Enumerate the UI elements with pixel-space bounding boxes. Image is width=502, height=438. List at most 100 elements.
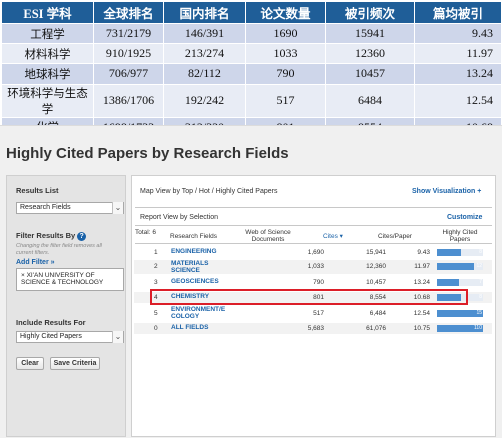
row-index: 3 xyxy=(154,279,158,286)
esi-cell: 6484 xyxy=(325,83,415,118)
esi-cell: 12.54 xyxy=(414,83,502,118)
cites: 8,554 xyxy=(369,294,386,301)
research-field-link[interactable]: CHEMISTRY xyxy=(171,293,210,300)
add-filter-link[interactable]: Add Filter » xyxy=(16,259,55,266)
clear-button[interactable]: Clear xyxy=(16,357,44,370)
research-field-link[interactable]: ALL FIELDS xyxy=(171,324,209,331)
col-header-research-fields[interactable]: Research Fields xyxy=(170,233,217,240)
esi-cell: 工程学 xyxy=(1,22,94,45)
cites-per-paper: 11.97 xyxy=(414,263,430,270)
cites: 6,484 xyxy=(369,310,386,317)
hcp-bar-track xyxy=(437,279,483,286)
esi-cell: 192/242 xyxy=(163,83,246,118)
total-count: Total: 6 xyxy=(135,229,156,236)
esi-cell: 146/391 xyxy=(163,22,246,45)
hcp-value: 12 xyxy=(476,263,482,269)
table-row: 1 ENGINEERING 1,690 15,941 9.43 8 xyxy=(134,247,492,258)
hcp-bar[interactable] xyxy=(437,294,461,301)
active-filter-box: × XI'AN UNIVERSITY OF SCIENCE & TECHNOLO… xyxy=(16,268,124,291)
row-index: 5 xyxy=(154,310,158,317)
esi-cell: 环境科学与生态学 xyxy=(1,83,94,118)
table-row: 4 CHEMISTRY 801 8,554 10.68 8 xyxy=(134,292,492,303)
active-filter-chip[interactable]: × XI'AN UNIVERSITY OF SCIENCE & TECHNOLO… xyxy=(21,272,104,286)
esi-cell: 15941 xyxy=(325,22,415,45)
research-field-link[interactable]: ENVIRONMENT/E COLOGY xyxy=(171,306,226,320)
cites: 10,457 xyxy=(366,279,386,286)
cites: 61,076 xyxy=(366,325,386,332)
esi-cell: 9.43 xyxy=(414,22,502,45)
table-row: 材料科学 910/1925 213/274 1033 12360 11.97 xyxy=(1,43,502,65)
esi-header-subject: ESI 学科 xyxy=(1,1,94,24)
wos-documents: 517 xyxy=(313,310,324,317)
results-list-select[interactable]: Research Fields ⌄ xyxy=(16,202,124,214)
results-list-label: Results List xyxy=(16,186,59,195)
esi-header-row: ESI 学科 全球排名 国内排名 论文数量 被引频次 篇均被引 xyxy=(1,1,502,24)
divider xyxy=(135,225,492,226)
filter-results-text: Filter Results By xyxy=(16,231,76,240)
wos-documents: 790 xyxy=(313,279,324,286)
research-field-link[interactable]: MATERIALS SCIENCE xyxy=(171,260,209,274)
esi-cell: 1690 xyxy=(245,22,326,45)
col-header-wos-documents[interactable]: Web of Science Documents xyxy=(245,229,291,243)
esi-cell: 1033 xyxy=(245,43,326,65)
results-list-value: Research Fields xyxy=(20,204,71,211)
include-results-select[interactable]: Highly Cited Papers ⌄ xyxy=(16,331,124,343)
esi-cell: 材料科学 xyxy=(1,43,94,65)
hcp-value: 8 xyxy=(479,294,482,300)
esi-cell: 地球科学 xyxy=(1,63,94,85)
hcp-bar[interactable] xyxy=(437,279,459,286)
show-visualization-link[interactable]: Show Visualization + xyxy=(412,188,482,195)
cites-per-paper: 13.24 xyxy=(413,279,430,286)
esi-cell: 706/977 xyxy=(93,63,164,85)
sidebar xyxy=(6,175,126,437)
esi-cell: 10457 xyxy=(325,63,415,85)
hcp-bar[interactable] xyxy=(437,249,461,256)
row-index: 2 xyxy=(154,263,158,270)
col-header-cites[interactable]: Cites ▾ xyxy=(323,233,343,240)
esi-cell: 82/112 xyxy=(163,63,246,85)
filter-note: Changing the filter field removes all cu… xyxy=(16,243,102,256)
esi-cell: 790 xyxy=(245,63,326,85)
table-row: 3 GEOSCIENCES 790 10,457 13.24 7 xyxy=(134,277,492,288)
cites-per-paper: 9.43 xyxy=(417,249,430,256)
cites: 15,941 xyxy=(366,249,386,256)
col-header-cites-per-paper[interactable]: Cites/Paper xyxy=(378,233,412,240)
col-header-highly-cited-papers[interactable]: Highly Cited Papers xyxy=(442,229,478,243)
report-view-label: Report View by Selection xyxy=(140,214,219,221)
row-index: 0 xyxy=(154,325,158,332)
hcp-value: 15 xyxy=(476,310,482,316)
save-criteria-button[interactable]: Save Criteria xyxy=(50,357,100,370)
chemistry-row-highlight xyxy=(150,289,468,305)
chevron-down-icon[interactable]: ⌄ xyxy=(112,331,123,343)
esi-header-citations: 被引频次 xyxy=(325,1,415,24)
include-results-label: Include Results For xyxy=(16,318,86,327)
divider xyxy=(135,243,492,244)
wos-documents: 1,690 xyxy=(307,249,324,256)
table-row: 0 ALL FIELDS 5,683 61,076 10.75 110 xyxy=(134,323,492,334)
hcp-bar[interactable] xyxy=(437,310,483,317)
esi-header-global-rank: 全球排名 xyxy=(93,1,164,24)
help-icon[interactable]: ? xyxy=(77,232,87,241)
hcp-value: 8 xyxy=(479,249,482,255)
esi-cell: 213/274 xyxy=(163,43,246,65)
table-row: 环境科学与生态学 1386/1706 192/242 517 6484 12.5… xyxy=(1,83,502,118)
cites: 12,360 xyxy=(366,263,386,270)
research-field-link[interactable]: ENGINEERING xyxy=(171,248,217,255)
chevron-down-icon[interactable]: ⌄ xyxy=(112,202,123,214)
research-field-link[interactable]: GEOSCIENCES xyxy=(171,278,219,285)
page-title: Highly Cited Papers by Research Fields xyxy=(6,145,289,162)
main-content xyxy=(131,175,496,437)
esi-cell: 517 xyxy=(245,83,326,118)
esi-cell: 731/2179 xyxy=(93,22,164,45)
esi-table: ESI 学科 全球排名 国内排名 论文数量 被引频次 篇均被引 工程学 731/… xyxy=(1,1,502,138)
cites-per-paper: 12.54 xyxy=(413,310,430,317)
esi-cell: 13.24 xyxy=(414,63,502,85)
hcp-bar[interactable] xyxy=(437,263,474,270)
esi-header-papers: 论文数量 xyxy=(245,1,326,24)
esi-header-cites-per-paper: 篇均被引 xyxy=(414,1,502,24)
hcp-bar[interactable] xyxy=(437,325,483,332)
table-row: 地球科学 706/977 82/112 790 10457 13.24 xyxy=(1,63,502,85)
wos-documents: 801 xyxy=(313,294,324,301)
map-view-label: Map View by Top / Hot / Highly Cited Pap… xyxy=(140,188,278,195)
customize-link[interactable]: Customize xyxy=(447,214,483,221)
